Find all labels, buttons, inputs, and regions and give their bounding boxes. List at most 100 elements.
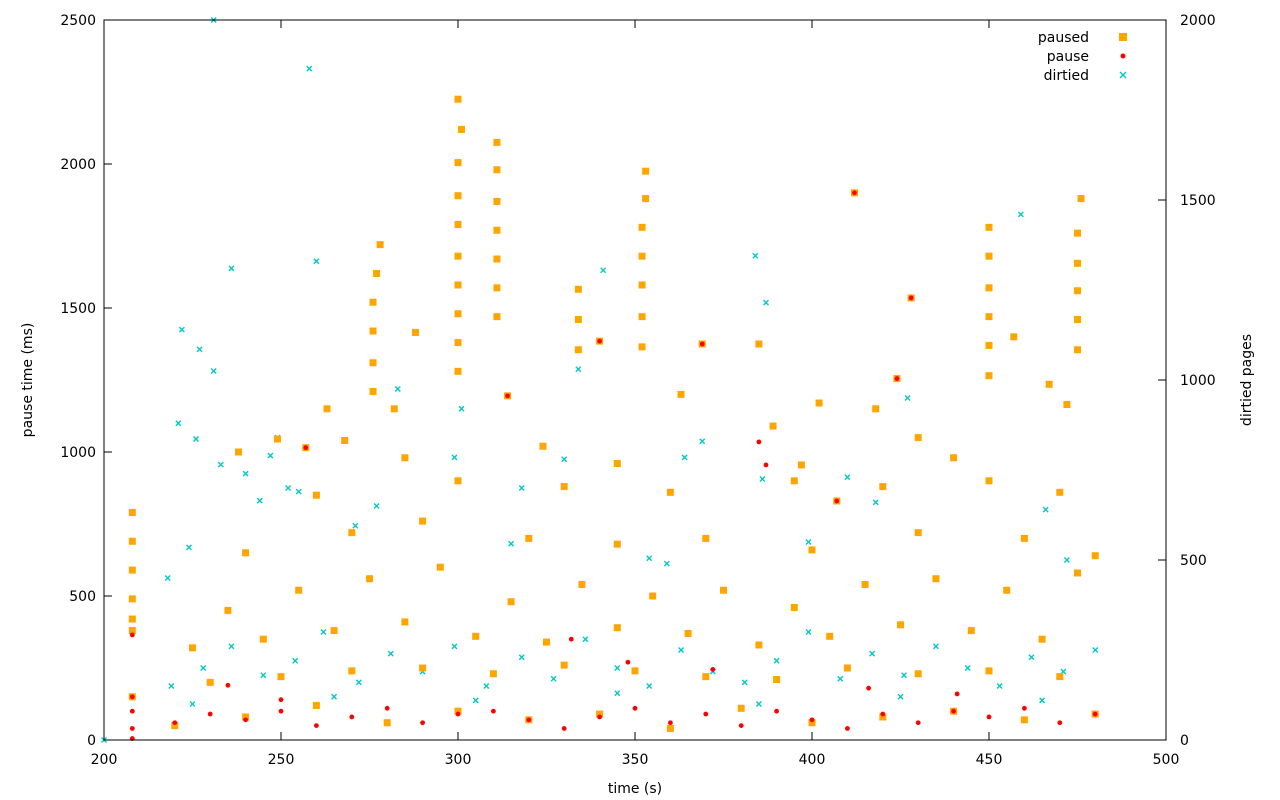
point-pause xyxy=(225,682,231,688)
point-dirtied xyxy=(508,540,515,547)
point-pause xyxy=(880,711,886,717)
point-pause xyxy=(129,708,135,714)
point-dirtied xyxy=(752,252,759,259)
point-paused xyxy=(861,580,869,588)
point-dirtied xyxy=(518,485,525,491)
point-dirtied xyxy=(175,420,182,427)
point-paused xyxy=(985,223,993,231)
point-pause xyxy=(852,190,857,196)
point-paused xyxy=(128,595,136,603)
point-pause xyxy=(763,462,769,468)
point-paused xyxy=(560,483,568,491)
point-paused xyxy=(985,341,993,349)
point-paused xyxy=(493,255,501,263)
point-paused xyxy=(638,313,646,321)
point-dirtied xyxy=(741,679,748,686)
point-paused xyxy=(1010,333,1018,341)
point-paused xyxy=(436,563,444,571)
point-paused xyxy=(574,316,582,324)
point-dirtied xyxy=(550,675,557,682)
legend-label-pause: pause xyxy=(1047,49,1089,65)
point-pause xyxy=(303,445,309,451)
y-tick-label: 2000 xyxy=(60,157,96,173)
point-dirtied xyxy=(614,690,621,697)
point-paused xyxy=(458,125,466,133)
point-dirtied xyxy=(355,679,362,686)
point-paused xyxy=(348,667,356,675)
point-paused xyxy=(879,483,887,491)
point-paused xyxy=(454,310,462,318)
y-tick-label: 1000 xyxy=(60,445,96,461)
point-dirtied xyxy=(805,539,812,545)
legend-marker-dirtied xyxy=(1119,71,1127,79)
point-paused xyxy=(493,197,501,205)
point-paused xyxy=(525,534,533,542)
point-dirtied xyxy=(185,544,192,551)
x-tick-label: 200 xyxy=(91,752,118,768)
point-paused xyxy=(341,436,349,444)
point-paused xyxy=(373,269,381,277)
point-dirtied xyxy=(228,265,235,272)
point-paused xyxy=(638,252,646,260)
point-dirtied xyxy=(678,647,685,653)
axis-ticks: 200 250 300 350 400 450 5000500100015002000250… xyxy=(60,13,1215,768)
y2-tick-label: 1000 xyxy=(1180,373,1216,389)
point-paused xyxy=(454,367,462,375)
point-paused xyxy=(613,460,621,468)
point-paused xyxy=(574,285,582,293)
point-dirtied xyxy=(872,499,879,506)
point-paused xyxy=(128,537,136,545)
point-paused xyxy=(493,284,501,292)
point-pause xyxy=(1022,705,1027,711)
point-paused xyxy=(872,405,880,413)
point-paused xyxy=(454,220,462,228)
point-dirtied xyxy=(217,461,224,468)
point-pause xyxy=(129,632,135,638)
point-paused xyxy=(769,422,777,430)
point-paused xyxy=(390,405,398,413)
point-pause xyxy=(561,726,567,731)
point-paused xyxy=(638,281,646,289)
y2-tick-label: 0 xyxy=(1180,733,1189,749)
point-dirtied xyxy=(164,575,171,581)
x-tick-label: 350 xyxy=(622,752,649,768)
point-paused xyxy=(1063,400,1071,408)
point-dirtied xyxy=(331,693,338,700)
point-paused xyxy=(323,405,331,413)
point-pause xyxy=(278,708,284,714)
point-paused xyxy=(879,713,887,721)
point-paused xyxy=(638,223,646,231)
point-pause xyxy=(699,341,705,347)
point-pause xyxy=(1057,720,1063,726)
point-paused xyxy=(613,540,621,548)
point-paused xyxy=(826,632,834,640)
legend: paused pause dirtied xyxy=(1038,30,1127,84)
point-dirtied xyxy=(755,701,762,707)
point-paused xyxy=(369,388,377,396)
point-paused xyxy=(773,676,781,684)
y-tick-label: 0 xyxy=(87,733,96,749)
point-paused xyxy=(808,719,816,727)
point-paused xyxy=(967,627,975,635)
point-dirtied xyxy=(844,474,851,481)
point-dirtied xyxy=(458,405,465,412)
point-pause xyxy=(908,295,914,301)
x-tick-label: 500 xyxy=(1153,752,1180,768)
point-paused xyxy=(128,566,136,574)
point-dirtied xyxy=(762,299,769,306)
chart-marks xyxy=(101,17,1099,743)
point-pause xyxy=(129,694,135,700)
point-paused xyxy=(454,281,462,289)
y-tick-label: 500 xyxy=(69,589,96,605)
point-paused xyxy=(755,340,763,348)
point-dirtied xyxy=(699,438,706,445)
point-dirtied xyxy=(483,683,490,689)
point-dirtied xyxy=(1039,697,1046,704)
point-paused xyxy=(539,442,547,450)
point-paused xyxy=(720,586,727,594)
point-paused xyxy=(419,517,427,525)
point-paused xyxy=(1074,287,1081,295)
point-dirtied xyxy=(394,386,401,392)
legend-label-paused: paused xyxy=(1038,30,1089,46)
